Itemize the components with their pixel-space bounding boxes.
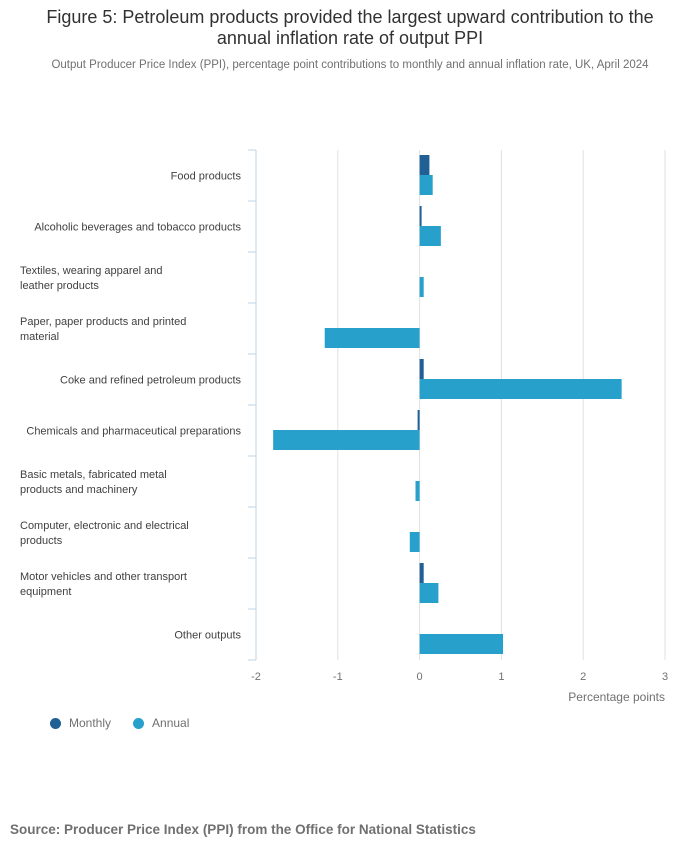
legend-swatch-monthly (50, 717, 61, 729)
category-label: Motor vehicles and other transport equipm… (20, 571, 187, 598)
x-tick-label: 2 (580, 671, 586, 683)
x-axis-title: Percentage points (568, 690, 665, 704)
annual-bar (273, 430, 420, 450)
monthly-bar (419, 359, 424, 379)
annual-bar (324, 328, 420, 348)
monthly-bar (417, 410, 420, 430)
category-label: Computer, electronic and electrical produ… (20, 520, 189, 547)
chart-subtitle: Output Producer Price Index (PPI), perce… (51, 59, 649, 71)
category-label: Basic metals, fabricated metal products a… (20, 469, 167, 496)
x-tick-label: 0 (417, 671, 423, 683)
legend: Monthly Annual (50, 716, 189, 730)
category-label: Food products (171, 171, 242, 183)
annual-bar (419, 175, 433, 195)
chart-title: Figure 5: Petroleum products provided th… (46, 7, 654, 48)
legend-label-monthly: Monthly (69, 716, 112, 730)
annual-bar (419, 634, 504, 654)
category-label: Coke and refined petroleum products (60, 375, 241, 387)
source-note: Source: Producer Price Index (PPI) from … (10, 822, 476, 837)
x-tick-label: 1 (498, 671, 504, 683)
monthly-bar (419, 563, 424, 583)
annual-bar (419, 226, 441, 246)
annual-bar (415, 481, 420, 501)
category-label: Paper, paper products and printed materia… (20, 316, 186, 343)
x-tick-label: -1 (333, 671, 343, 683)
category-label: Other outputs (174, 630, 241, 642)
legend-item-annual: Annual (133, 716, 189, 730)
x-tick-label: -2 (251, 671, 261, 683)
annual-bar (409, 532, 420, 552)
annual-bar (419, 379, 622, 399)
monthly-bar (419, 155, 430, 175)
annual-bar (419, 583, 439, 603)
legend-swatch-annual (133, 717, 145, 729)
x-tick-label: 3 (662, 671, 668, 683)
category-label: Alcoholic beverages and tobacco products (34, 222, 241, 234)
annual-bar (419, 277, 424, 297)
monthly-bar (419, 206, 422, 226)
legend-label-annual: Annual (152, 716, 190, 730)
legend-item-monthly: Monthly (50, 716, 111, 730)
category-label: Chemicals and pharmaceutical preparation… (26, 426, 241, 438)
category-label: Textiles, wearing apparel and leather pro… (20, 265, 162, 292)
